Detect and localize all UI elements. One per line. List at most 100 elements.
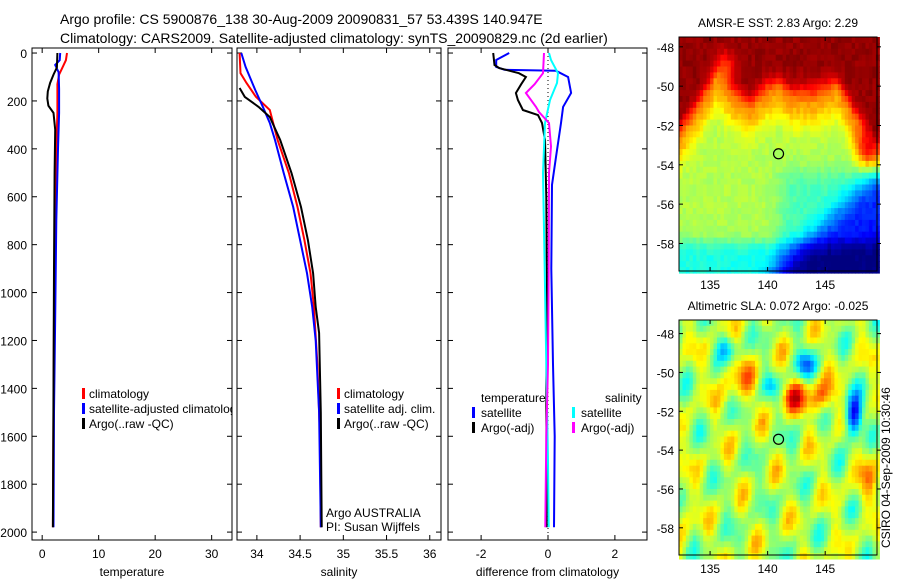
map-cell xyxy=(796,66,801,73)
map-cell xyxy=(786,196,791,203)
map-cell xyxy=(699,72,704,79)
map-cell xyxy=(720,196,725,203)
map-cell xyxy=(817,48,822,56)
map-cell xyxy=(848,337,853,344)
map-cell xyxy=(851,320,856,327)
map-cell xyxy=(699,267,704,274)
map-cell xyxy=(820,337,825,344)
map-cell xyxy=(768,413,773,420)
map-cell xyxy=(858,237,863,245)
map-cell xyxy=(703,101,708,109)
map-cell xyxy=(775,494,780,502)
map-cell xyxy=(779,54,784,62)
map-cell xyxy=(810,149,815,156)
map-cell xyxy=(824,137,829,144)
map-cell xyxy=(758,267,763,274)
map-cell xyxy=(703,489,708,496)
map-cell xyxy=(755,489,760,496)
map-cell xyxy=(696,196,701,203)
map-cell xyxy=(813,395,818,403)
map-cell xyxy=(810,378,815,385)
map-cell xyxy=(793,172,798,180)
map-cell xyxy=(868,419,873,426)
map-cell xyxy=(734,366,739,373)
map-cell xyxy=(855,430,860,438)
map-cell xyxy=(751,512,756,519)
map-cell xyxy=(737,178,742,186)
map-cell xyxy=(772,529,777,537)
map-cell xyxy=(751,66,756,73)
map-cell xyxy=(703,178,708,186)
map-cell xyxy=(851,395,856,403)
map-cell xyxy=(848,384,853,391)
map-cell xyxy=(803,529,808,537)
map-cell xyxy=(827,331,832,339)
map-cell xyxy=(768,237,773,245)
map-cell xyxy=(685,407,690,414)
map-cell xyxy=(827,413,832,420)
map-cell xyxy=(793,512,798,519)
map-cell xyxy=(841,500,846,507)
map-cell xyxy=(748,337,753,344)
map-cell xyxy=(744,477,749,484)
map-cell xyxy=(851,500,856,507)
map-cell xyxy=(875,529,880,537)
map-cell xyxy=(758,471,763,478)
map-cell xyxy=(820,214,825,221)
map-cell xyxy=(713,419,718,426)
map-cell xyxy=(844,331,849,339)
map-cell xyxy=(824,477,829,484)
map-cell xyxy=(717,66,722,73)
map-cell xyxy=(803,355,808,362)
map-cell xyxy=(796,477,801,484)
map-cell xyxy=(827,155,832,162)
map-cell xyxy=(834,249,839,256)
map-cell xyxy=(758,494,763,502)
series-line-satellite-adj-clim- xyxy=(240,52,322,528)
map-cell xyxy=(761,395,766,403)
map-cell xyxy=(713,131,718,138)
map-cell xyxy=(831,337,836,344)
map-cell xyxy=(723,430,728,438)
map-cell xyxy=(875,78,880,85)
map-cell xyxy=(737,442,742,449)
map-cell xyxy=(793,535,798,542)
map-cell xyxy=(713,202,718,209)
map-cell xyxy=(703,483,708,490)
map-cell xyxy=(844,506,849,513)
map-cell xyxy=(723,219,728,227)
map-cell xyxy=(868,407,873,414)
map-cell xyxy=(765,113,770,121)
map-cell xyxy=(737,249,742,256)
map-cell xyxy=(875,202,880,209)
map-cell xyxy=(789,494,794,502)
map-cell xyxy=(793,378,798,385)
map-cell xyxy=(855,249,860,256)
map-cell xyxy=(768,107,773,115)
map-cell xyxy=(703,401,708,408)
map-cell xyxy=(723,343,728,350)
map-cell xyxy=(744,119,749,127)
map-cell xyxy=(865,119,870,127)
map-cell xyxy=(748,249,753,256)
map-cell xyxy=(793,436,798,443)
map-cell xyxy=(765,101,770,109)
map-cell xyxy=(779,107,784,115)
map-cell xyxy=(872,225,877,233)
map-cell xyxy=(741,48,746,56)
map-cell xyxy=(865,471,870,478)
map-cell xyxy=(875,424,880,432)
map-cell xyxy=(730,459,735,467)
map-cell xyxy=(834,90,839,97)
map-cell xyxy=(703,96,708,103)
map-cell xyxy=(741,101,746,109)
map-cell xyxy=(799,424,804,432)
map-cell xyxy=(872,166,877,174)
map-cell xyxy=(723,119,728,127)
map-cell xyxy=(699,413,704,420)
map-cell xyxy=(717,243,722,250)
map-cell xyxy=(824,331,829,339)
map-cell xyxy=(837,547,842,554)
map-cell xyxy=(679,407,684,414)
map-cell xyxy=(741,184,746,191)
